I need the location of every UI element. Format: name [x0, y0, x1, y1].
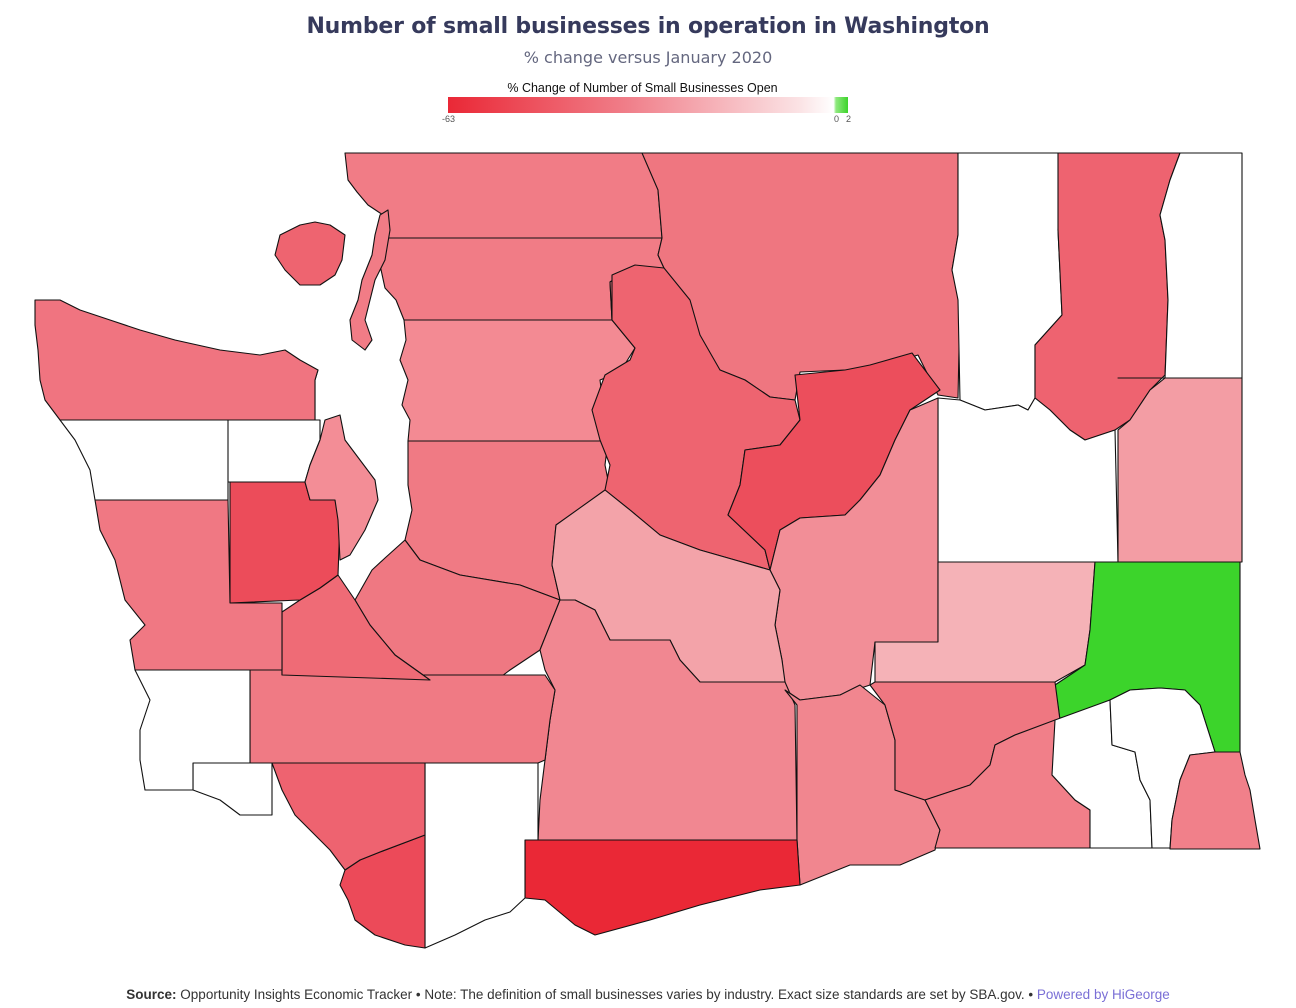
- county-whatcom[interactable]: [344, 152, 663, 239]
- county-wahkiakum[interactable]: [192, 762, 273, 816]
- county-cowlitz[interactable]: [271, 762, 426, 871]
- map-subtitle: % change versus January 2020: [523, 48, 773, 67]
- color-legend: % Change of Number of Small Businesses O…: [440, 80, 855, 124]
- source-text: Opportunity Insights Economic Tracker • …: [180, 987, 1034, 1002]
- county-san-juan[interactable]: [274, 221, 346, 286]
- legend-max-label: 2: [846, 114, 852, 124]
- legend-title: % Change of Number of Small Businesses O…: [507, 81, 778, 95]
- county-kitsap[interactable]: [304, 414, 379, 561]
- county-pend-oreille[interactable]: [1159, 152, 1243, 379]
- county-island[interactable]: [349, 209, 391, 351]
- county-lewis[interactable]: [249, 669, 556, 764]
- county-klickitat[interactable]: [524, 839, 801, 936]
- county-clallam[interactable]: [34, 299, 319, 421]
- legend-zero-label: 0: [834, 114, 840, 124]
- footer: Source: Opportunity Insights Economic Tr…: [0, 987, 1296, 1002]
- county-skamania[interactable]: [424, 762, 539, 949]
- county-asotin[interactable]: [1169, 751, 1261, 850]
- map-title: Number of small businesses in operation …: [306, 14, 990, 39]
- legend-gradient-bar[interactable]: [448, 97, 848, 113]
- legend-min-label: -63: [442, 114, 456, 124]
- powered-by-link[interactable]: Powered by HiGeorge: [1036, 987, 1170, 1002]
- county-pacific[interactable]: [134, 669, 251, 791]
- source-label: Source:: [126, 987, 177, 1002]
- county-spokane[interactable]: [1117, 377, 1243, 563]
- county-grays-harbor[interactable]: [94, 499, 283, 671]
